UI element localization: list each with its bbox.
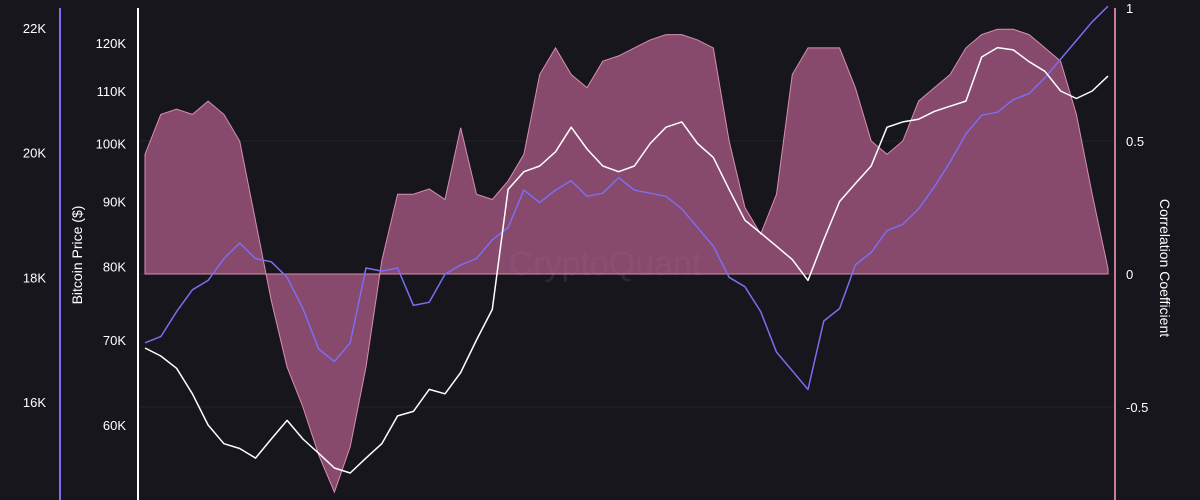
series-outer-price-line — [144, 5, 1109, 391]
outer-left-tick-label: 16K — [23, 395, 46, 410]
inner-left-tick-label: 110K — [97, 84, 127, 99]
right-axis-title: Correlation Coefficient — [1157, 199, 1173, 337]
axes: 22K 20K 18K 16K 120K 110K 100K 90K 80K 70K 60K 1 0.5… — [23, 1, 1148, 500]
right-tick-label: -0.5 — [1126, 400, 1148, 415]
outer-left-tick-label: 22K — [23, 21, 46, 36]
series-bitcoin-price-line — [144, 46, 1109, 474]
inner-left-tick-label: 120K — [96, 36, 127, 51]
right-tick-label: 0 — [1126, 267, 1133, 282]
price-lines — [144, 5, 1109, 474]
correlation-area — [144, 28, 1109, 494]
inner-left-axis-title: Bitcoin Price ($) — [69, 206, 85, 305]
inner-left-tick-label: 60K — [103, 418, 126, 433]
inner-left-tick-label: 90K — [103, 195, 126, 210]
inner-left-tick-label: 100K — [96, 136, 127, 151]
inner-left-tick-label: 70K — [103, 333, 126, 348]
right-tick-label: 0.5 — [1126, 134, 1144, 149]
outer-left-tick-label: 18K — [23, 270, 46, 285]
right-tick-label: 1 — [1126, 1, 1133, 16]
outer-left-tick-label: 20K — [23, 146, 46, 161]
correlation-area-path — [144, 28, 1109, 494]
inner-left-tick-label: 80K — [103, 259, 126, 274]
